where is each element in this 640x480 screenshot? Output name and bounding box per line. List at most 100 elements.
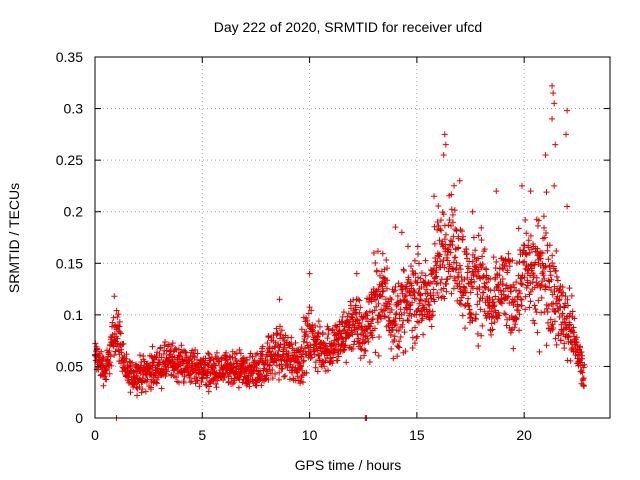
data-point [363,309,370,316]
y-tick-label: 0 [75,410,83,426]
data-point [424,282,431,289]
data-point [417,291,424,298]
data-point [559,284,566,291]
data-point [388,345,395,352]
data-point [188,378,195,385]
data-point [449,211,456,218]
data-point [442,141,449,148]
data-point [397,333,404,340]
data-point [175,346,182,353]
data-point [420,331,427,338]
data-point [158,385,165,392]
data-point [439,238,446,245]
x-tick-label: 15 [409,427,425,443]
data-point [266,362,273,369]
data-point [561,304,568,311]
data-point [325,367,332,374]
data-point [221,374,228,381]
data-point [483,315,490,322]
data-point [160,369,167,376]
data-point [531,320,538,327]
data-point [580,382,587,389]
data-point [568,292,575,299]
data-point [413,335,420,342]
data-point [163,370,170,377]
data-point [205,388,212,395]
data-point [509,257,516,264]
data-point [353,316,360,323]
data-point [543,189,550,196]
data-point [551,100,558,107]
data-point [310,328,317,335]
data-point [203,382,210,389]
data-point [412,324,419,331]
data-point [153,379,160,386]
data-point [565,332,572,339]
data-point [355,335,362,342]
data-point [365,338,372,345]
data-point [207,357,214,364]
data-point [303,369,310,376]
data-point [120,340,127,347]
data-point [285,350,292,357]
data-point [180,379,187,386]
data-point [305,333,311,340]
data-point [340,309,347,316]
data-point [411,340,418,347]
data-point [204,350,211,357]
data-point [371,325,378,332]
data-point [464,255,471,262]
data-point [182,349,189,356]
data-point [394,353,401,360]
data-point [505,250,512,257]
data-point [336,321,343,328]
data-point [269,366,276,373]
data-point [298,344,305,351]
data-point [329,360,336,367]
data-point [476,298,483,305]
data-point [510,345,517,352]
data-point [479,322,486,329]
data-point [540,272,547,279]
data-point [556,296,563,303]
data-point [440,285,447,292]
data-point [488,331,495,338]
data-point [527,232,534,239]
data-point [538,309,545,316]
data-point [294,373,301,380]
data-point [263,372,270,379]
data-point [481,246,488,253]
data-point [163,347,170,354]
data-point [384,277,391,284]
data-point [526,249,533,256]
data-point [558,292,565,299]
data-point [505,293,512,300]
data-point [500,266,507,273]
data-point [552,335,559,342]
data-point [332,340,339,347]
data-point [465,265,472,272]
data-point [534,329,541,336]
data-point [400,266,407,273]
data-point [378,315,385,322]
data-point [373,267,380,274]
data-point [392,283,399,290]
data-point [394,292,401,299]
data-point [259,343,266,350]
data-point [411,289,418,296]
data-point [522,306,529,313]
data-point [402,348,409,355]
data-point [555,307,562,314]
data-point [539,268,546,275]
data-point [364,332,371,339]
data-point [456,281,463,288]
data-point [419,270,426,277]
data-point [297,362,304,369]
data-point [414,279,421,286]
data-point [210,375,217,382]
data-point [245,378,252,385]
data-point [273,362,280,369]
data-point [571,315,578,322]
data-point [274,330,281,337]
